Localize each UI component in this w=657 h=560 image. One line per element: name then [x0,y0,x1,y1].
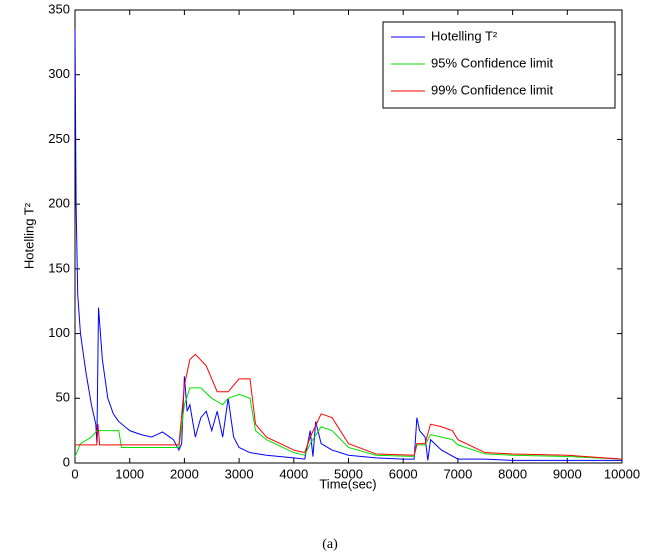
y-tick-label: 150 [48,260,70,275]
y-tick-label: 350 [48,1,70,16]
y-tick-label: 0 [63,454,70,469]
x-tick-label: 3000 [225,466,254,481]
legend-label: 99% Confidence limit [431,82,554,97]
x-tick-label: 10000 [604,466,640,481]
x-tick-label: 7000 [443,466,472,481]
y-tick-label: 200 [48,196,70,211]
y-axis-label: Hotelling T² [21,202,36,269]
data-line [74,29,622,461]
x-tick-label: 8000 [498,466,527,481]
y-tick-label: 300 [48,66,70,81]
data-line [75,353,623,460]
x-tick-label: 2000 [170,466,199,481]
y-tick-label: 250 [48,131,70,146]
x-tick-label: 5000 [334,466,363,481]
legend-label: 95% Confidence limit [431,55,554,70]
y-tick-label: 100 [48,325,70,340]
legend-box [382,21,616,109]
caption: (a) [322,537,338,552]
legend-label: Hotelling T² [431,28,498,43]
y-tick-label: 50 [56,390,70,405]
x-axis-label: Time(sec) [319,476,376,491]
x-tick-label: 6000 [389,466,418,481]
x-tick-label: 1000 [115,466,144,481]
x-tick-label: 4000 [279,466,308,481]
x-tick-label: 9000 [553,466,582,481]
data-line [74,387,623,460]
x-tick-label: 0 [71,466,78,481]
